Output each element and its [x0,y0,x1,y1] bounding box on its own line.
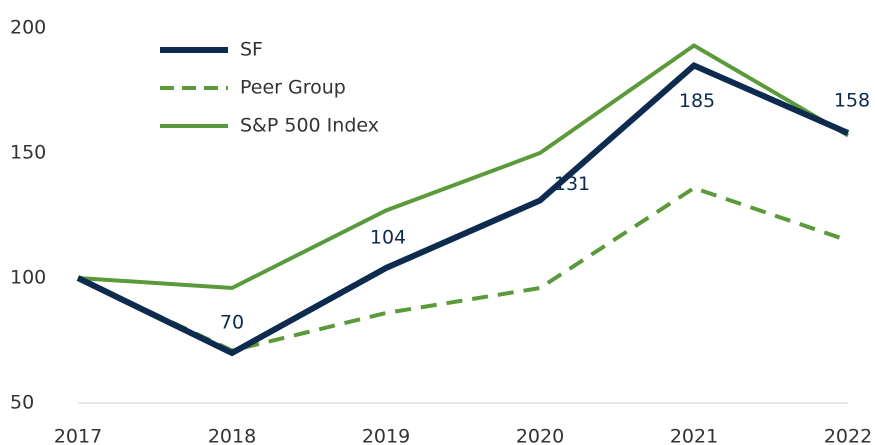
y-tick-label: 100 [10,267,46,289]
data-label: 185 [679,90,715,112]
series-line [76,61,850,357]
data-label: 104 [370,227,406,249]
y-tick-label: 200 [10,17,46,39]
x-tick-label: 2021 [670,426,718,445]
series-line [77,185,849,353]
data-label: 70 [220,312,244,334]
data-label: 158 [834,90,870,112]
series-line [77,43,850,291]
legend-label: S&P 500 Index [240,115,379,137]
data-label: 131 [554,173,590,195]
legend-label: SF [240,39,263,61]
x-tick-label: 2019 [362,426,410,445]
y-tick-label: 50 [10,392,34,414]
legend-label: Peer Group [240,77,346,99]
x-tick-label: 2020 [516,426,564,445]
x-tick-label: 2022 [824,426,872,445]
x-tick-label: 2018 [208,426,256,445]
x-tick-label: 2017 [54,426,102,445]
y-tick-label: 150 [10,142,46,164]
